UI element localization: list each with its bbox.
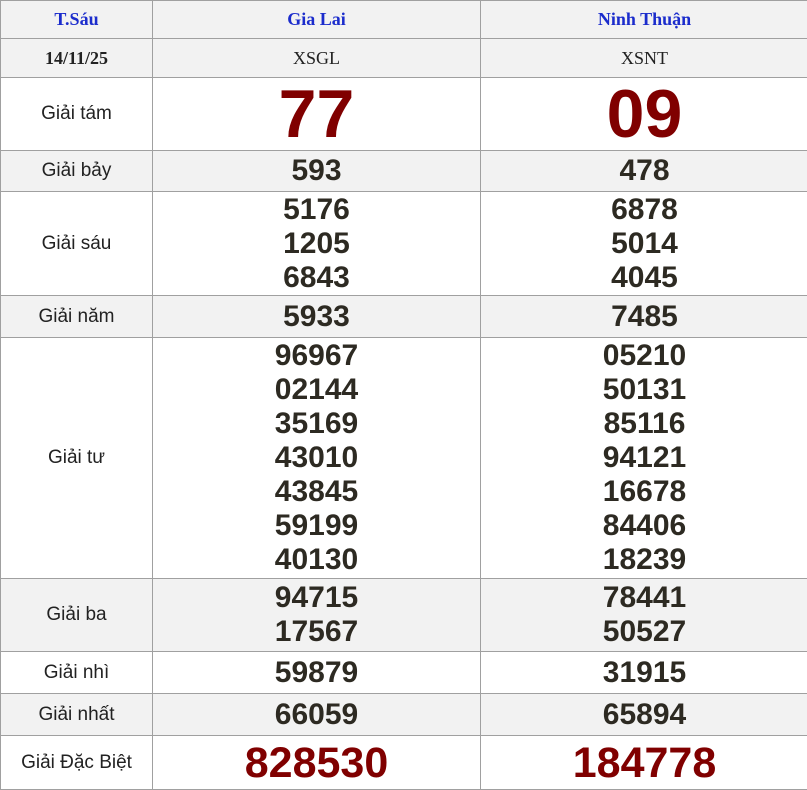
prize-cell: 09 — [481, 78, 807, 151]
winning-number: 5014 — [481, 227, 807, 261]
prize-cell: 7485 — [481, 296, 807, 338]
winning-number: 94715 — [153, 581, 480, 615]
prize-cell: 5933 — [153, 296, 481, 338]
winning-number: 5933 — [153, 300, 480, 334]
winning-number: 50527 — [481, 615, 807, 649]
winning-number: 77 — [153, 79, 480, 149]
prize-label: Giải năm — [1, 296, 153, 338]
header-row: T.Sáu Gia Lai Ninh Thuận — [1, 1, 807, 39]
draw-date: 14/11/25 — [1, 39, 153, 78]
prize-cell: 59879 — [153, 652, 481, 694]
winning-number: 43010 — [153, 441, 480, 475]
winning-number: 05210 — [481, 339, 807, 373]
winning-number: 18239 — [481, 543, 807, 577]
subheader-row: 14/11/25 XSGL XSNT — [1, 39, 807, 78]
winning-number: 593 — [153, 154, 480, 188]
province-code-xsnt: XSNT — [481, 39, 807, 78]
province-code-xsgl: XSGL — [153, 39, 481, 78]
winning-number: 16678 — [481, 475, 807, 509]
winning-number: 09 — [481, 79, 807, 149]
winning-number: 7485 — [481, 300, 807, 334]
prize-cell: 478 — [481, 151, 807, 192]
winning-number: 78441 — [481, 581, 807, 615]
prize-label: Giải sáu — [1, 192, 153, 296]
winning-number: 65894 — [481, 698, 807, 732]
winning-number: 02144 — [153, 373, 480, 407]
winning-number: 43845 — [153, 475, 480, 509]
winning-number: 50131 — [481, 373, 807, 407]
winning-number: 35169 — [153, 407, 480, 441]
prize-cell: 77 — [153, 78, 481, 151]
prize-cell: 184778 — [481, 736, 807, 790]
prize-label: Giải tám — [1, 78, 153, 151]
winning-number: 828530 — [153, 738, 480, 788]
winning-number: 96967 — [153, 339, 480, 373]
winning-number: 4045 — [481, 261, 807, 295]
winning-number: 478 — [481, 154, 807, 188]
winning-number: 1205 — [153, 227, 480, 261]
prize-cell: 828530 — [153, 736, 481, 790]
winning-number: 59199 — [153, 509, 480, 543]
province-header-gia-lai[interactable]: Gia Lai — [153, 1, 481, 39]
winning-number: 85116 — [481, 407, 807, 441]
prize-label: Giải Đặc Biệt — [1, 736, 153, 790]
winning-number: 31915 — [481, 656, 807, 690]
prize-label: Giải nhất — [1, 694, 153, 736]
prize-label: Giải nhì — [1, 652, 153, 694]
day-header: T.Sáu — [1, 1, 153, 39]
winning-number: 184778 — [481, 738, 807, 788]
prize-cell: 593 — [153, 151, 481, 192]
winning-number: 40130 — [153, 543, 480, 577]
winning-number: 59879 — [153, 656, 480, 690]
winning-number: 5176 — [153, 193, 480, 227]
prize-label: Giải tư — [1, 338, 153, 579]
prize-label: Giải bảy — [1, 151, 153, 192]
prize-cell: 66059 — [153, 694, 481, 736]
prize-cell: 31915 — [481, 652, 807, 694]
prize-cell: 65894 — [481, 694, 807, 736]
winning-number: 17567 — [153, 615, 480, 649]
winning-number: 84406 — [481, 509, 807, 543]
winning-number: 6878 — [481, 193, 807, 227]
province-header-ninh-thuan[interactable]: Ninh Thuận — [481, 1, 807, 39]
prize-label: Giải ba — [1, 579, 153, 652]
winning-number: 66059 — [153, 698, 480, 732]
winning-number: 94121 — [481, 441, 807, 475]
winning-number: 6843 — [153, 261, 480, 295]
